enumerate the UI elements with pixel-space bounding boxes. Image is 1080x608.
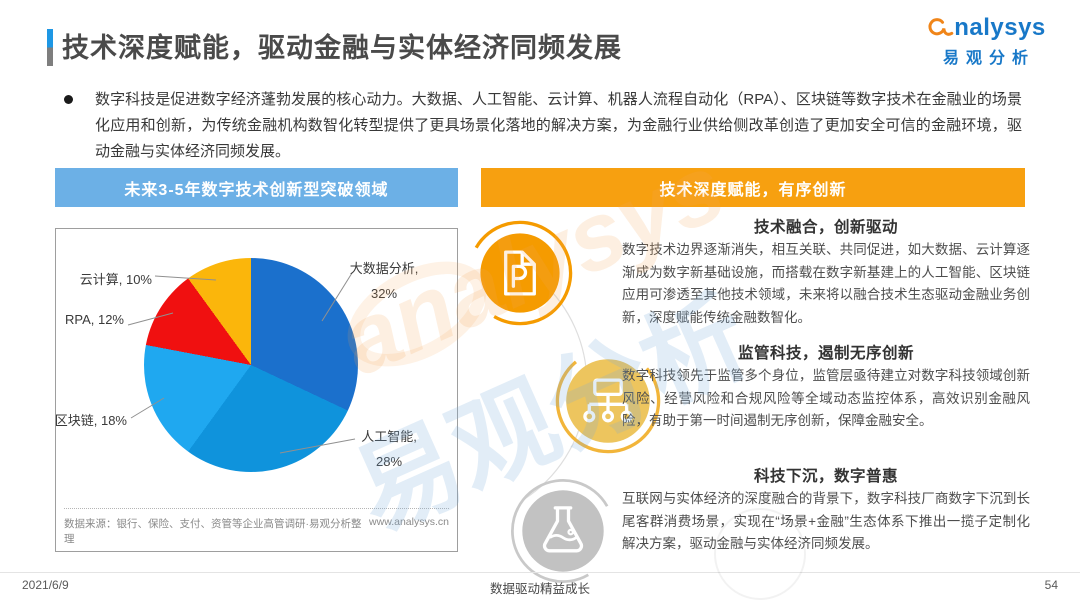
section-body-inclusive: 互联网与实体经济的深度融合的背景下，数字科技厂商数字下沉到长尾客群消费场景，实现… bbox=[622, 491, 1030, 552]
right-banner: 技术深度赋能，有序创新 bbox=[481, 168, 1025, 207]
data-source-note: 数据来源：银行、保险、支付、资管等企业高管调研·易观分析整理 bbox=[64, 518, 362, 545]
logo-brand-text: nalysys bbox=[954, 14, 1046, 41]
footer-divider bbox=[0, 572, 1080, 573]
source-row: 数据来源：银行、保险、支付、资管等企业高管调研·易观分析整理 www.analy… bbox=[64, 508, 449, 546]
pie-label-blockchain: 区块链, 18% bbox=[54, 413, 127, 428]
analysys-logo: nalysys 易观分析 bbox=[920, 14, 1050, 68]
pie-label-rpa: RPA, 12% bbox=[64, 312, 124, 327]
sitemap-icon bbox=[553, 346, 663, 456]
page-title: 技术深度赋能，驱动金融与实体经济同频发展 bbox=[62, 33, 622, 63]
summary-bullet: 数字科技是促进数字经济蓬勃发展的核心动力。大数据、人工智能、云计算、机器人流程自… bbox=[64, 87, 1022, 165]
logo-brand-cn: 易观分析 bbox=[942, 50, 1035, 67]
section-heading-regtech: 监管科技，遏制无序创新 bbox=[737, 345, 914, 362]
analysys-swirl-icon bbox=[924, 15, 954, 42]
footer-slogan: 数据驱动精益成长 bbox=[489, 582, 590, 596]
section-heading-inclusive: 科技下沉，数字普惠 bbox=[753, 468, 898, 485]
pie-label-cloud: 云计算, 10% bbox=[79, 272, 152, 287]
section-body-regtech: 数字科技领先于监管多个身位，监管层亟待建立对数字科技领域创新风险、经营风险和合规… bbox=[622, 368, 1030, 429]
bullet-dot-icon bbox=[64, 95, 73, 104]
left-banner: 未来3-5年数字技术创新型突破领域 bbox=[55, 168, 458, 207]
page-number: 54 bbox=[1044, 578, 1058, 592]
pie-chart-panel: 云计算, 10% RPA, 12% 区块链, 18% 大数据分析, 32% 人工… bbox=[55, 228, 458, 552]
source-url-link[interactable]: www.analysys.cn bbox=[369, 516, 449, 528]
title-accent-bar bbox=[47, 29, 53, 66]
pie-label-ai: 人工智能, 28% bbox=[361, 429, 417, 469]
pie-label-bigdata: 大数据分析, 32% bbox=[349, 261, 419, 301]
summary-text: 数字科技是促进数字经济蓬勃发展的核心动力。大数据、人工智能、云计算、机器人流程自… bbox=[95, 91, 1022, 161]
footer-date: 2021/6/9 bbox=[22, 578, 69, 592]
document-p-icon bbox=[465, 218, 575, 328]
pie-chart bbox=[144, 258, 358, 472]
section-body-tech-fusion: 数字技术边界逐渐消失，相互关联、共同促进，如大数据、云计算逐渐成为数字新基础设施… bbox=[622, 242, 1030, 326]
section-heading-tech-fusion: 技术融合，创新驱动 bbox=[753, 219, 898, 236]
flask-icon bbox=[508, 476, 618, 586]
